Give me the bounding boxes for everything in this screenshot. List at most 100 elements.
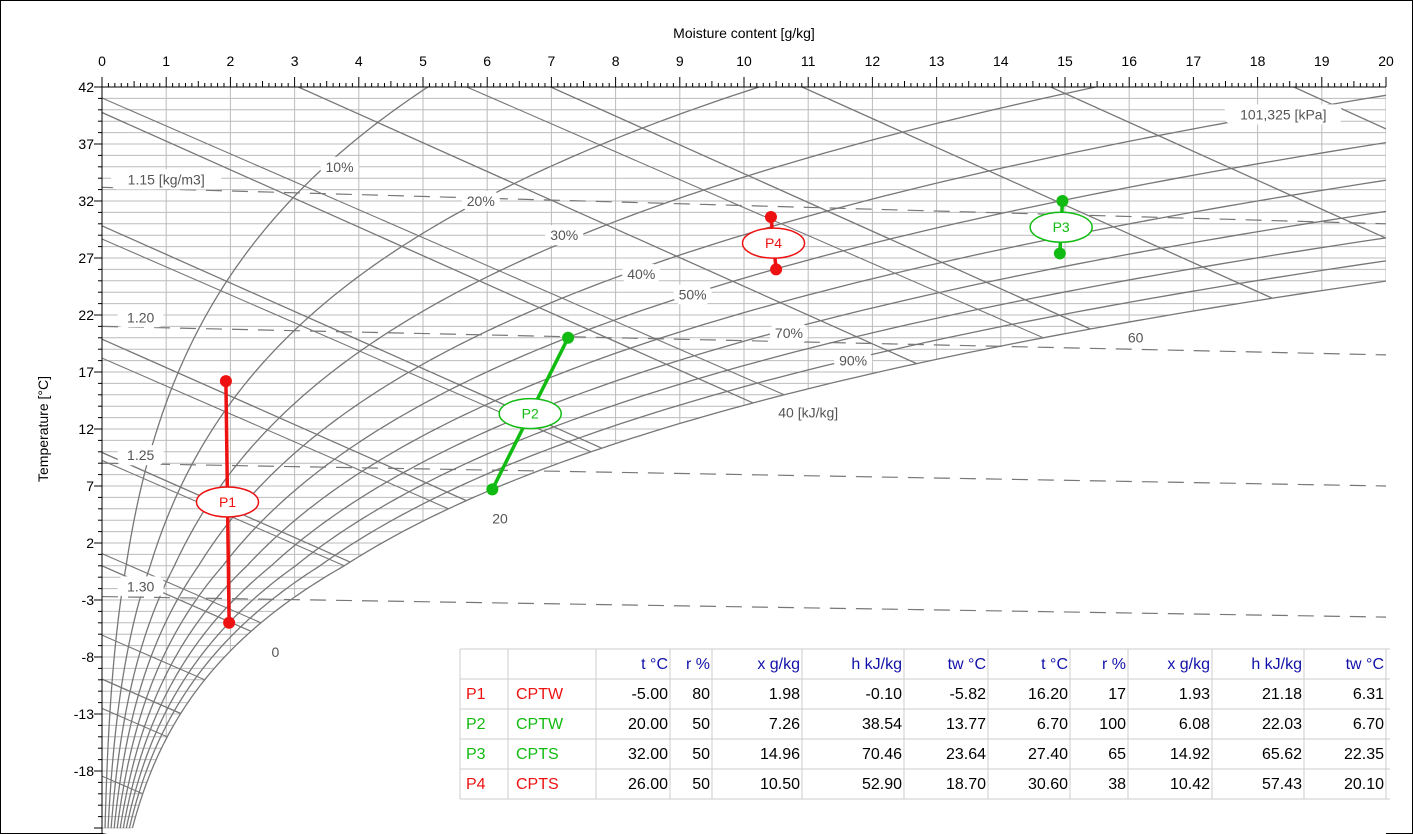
rh-label: 30% bbox=[550, 227, 578, 243]
enthalpy-line bbox=[102, 338, 467, 502]
x-tick-label: 20 bbox=[1378, 53, 1394, 69]
density-label-bg bbox=[117, 307, 164, 328]
table-cell: 1.98 bbox=[769, 686, 800, 703]
process-start-point[interactable] bbox=[562, 331, 575, 344]
data-table-bg bbox=[460, 647, 1390, 787]
x-tick-label: 0 bbox=[98, 53, 106, 69]
table-cell: 16.20 bbox=[1028, 686, 1068, 703]
table-cell: 23.64 bbox=[946, 746, 986, 763]
enthalpy-label: 40 [kJ/kg] bbox=[778, 405, 838, 421]
x-tick-label: 6 bbox=[483, 53, 491, 69]
process-marker[interactable] bbox=[498, 397, 562, 430]
table-row-name: P4 bbox=[466, 776, 486, 793]
table-cell: 20.00 bbox=[628, 716, 668, 733]
wetbulb-line bbox=[465, 87, 1044, 339]
rh-label-bg bbox=[622, 263, 661, 284]
rh-curve bbox=[125, 237, 1386, 829]
x-tick-label: 19 bbox=[1314, 53, 1330, 69]
wetbulb-line bbox=[102, 775, 143, 795]
process-marker[interactable] bbox=[1029, 211, 1093, 243]
wetbulb-line bbox=[102, 553, 262, 624]
x-tick-label: 14 bbox=[993, 53, 1009, 69]
table-header: h kJ/kg bbox=[851, 656, 902, 673]
process-end-point[interactable] bbox=[486, 483, 499, 496]
table-cell: 38 bbox=[1108, 776, 1126, 793]
density-line bbox=[102, 595, 1386, 618]
table-cell: 13.77 bbox=[946, 716, 986, 733]
table-cell: 27.40 bbox=[1028, 746, 1068, 763]
density-label: 1.15 [kg/m3] bbox=[128, 171, 205, 187]
wetbulb-line bbox=[102, 97, 785, 396]
table-cell: 52.90 bbox=[862, 776, 902, 793]
x-tick-label: 5 bbox=[419, 53, 427, 69]
wetbulb-line bbox=[102, 357, 449, 510]
rh-label: 50% bbox=[679, 286, 707, 302]
process-marker-label: P2 bbox=[522, 406, 539, 422]
table-header: tw °C bbox=[1346, 656, 1384, 673]
y-tick-label: 22 bbox=[78, 307, 94, 323]
enthalpy-line bbox=[102, 678, 181, 715]
table-cell: 20.10 bbox=[1344, 776, 1384, 793]
x-tick-label: 13 bbox=[929, 53, 945, 69]
table-row-name: P1 bbox=[466, 686, 486, 703]
table-cell: 18.70 bbox=[946, 776, 986, 793]
density-label: 1.25 bbox=[127, 447, 154, 463]
y-tick-label: -13 bbox=[74, 706, 94, 722]
x-tick-label: 10 bbox=[736, 53, 752, 69]
table-cell: 7.26 bbox=[769, 716, 800, 733]
rh-label-bg bbox=[320, 156, 359, 177]
rh-label: 90% bbox=[839, 353, 867, 369]
enthalpy-label: 60 bbox=[1128, 329, 1144, 345]
table-cell: 80 bbox=[692, 686, 710, 703]
process-marker[interactable] bbox=[195, 486, 260, 518]
process-start-point[interactable] bbox=[770, 263, 783, 276]
wetbulb-line bbox=[102, 707, 168, 738]
rh-curve bbox=[131, 280, 1386, 829]
process-start-point[interactable] bbox=[1056, 195, 1069, 207]
table-cell: 22.35 bbox=[1344, 746, 1384, 763]
x-tick-label: 18 bbox=[1250, 53, 1266, 69]
enthalpy-line bbox=[549, 87, 1091, 330]
rh-curve bbox=[110, 87, 1096, 829]
x-tick-label: 9 bbox=[676, 53, 684, 69]
y-tick-label: -3 bbox=[82, 592, 95, 608]
y-tick-label: -8 bbox=[82, 649, 95, 665]
rh-label-bg bbox=[461, 191, 500, 211]
table-cell: 6.08 bbox=[1179, 716, 1210, 733]
x-tick-label: 4 bbox=[355, 53, 363, 69]
enthalpy-line bbox=[800, 87, 1273, 299]
process-end-point[interactable] bbox=[1053, 247, 1066, 260]
y-tick-label: 17 bbox=[78, 364, 94, 380]
y-tick-label: 7 bbox=[86, 478, 94, 494]
table-row-mode: CPTW bbox=[516, 686, 564, 703]
process-start-point[interactable] bbox=[223, 616, 236, 629]
pressure-label: 101,325 [kPa] bbox=[1240, 106, 1326, 122]
x-tick-label: 16 bbox=[1121, 53, 1137, 69]
density-label-bg bbox=[111, 169, 222, 190]
process-end-point[interactable] bbox=[219, 375, 232, 388]
table-header: r % bbox=[1102, 656, 1126, 673]
table-cell: 10.50 bbox=[760, 776, 800, 793]
process-marker[interactable] bbox=[741, 227, 806, 259]
pressure-label-bg bbox=[1224, 104, 1343, 125]
y-tick-label: 32 bbox=[78, 193, 94, 209]
table-header: t °C bbox=[1041, 656, 1068, 673]
table-row-name: P2 bbox=[466, 716, 486, 733]
rh-label-bg bbox=[769, 323, 808, 344]
y-axis-title: Temperature [°C] bbox=[35, 376, 51, 482]
table-cell: 14.96 bbox=[760, 746, 800, 763]
table-cell: 6.31 bbox=[1353, 686, 1384, 703]
density-line bbox=[102, 186, 1386, 225]
density-label: 1.20 bbox=[127, 309, 154, 325]
y-tick-label: 37 bbox=[78, 136, 94, 152]
rh-curve bbox=[122, 210, 1386, 829]
table-cell: 50 bbox=[692, 716, 710, 733]
y-tick-label: 2 bbox=[86, 535, 94, 551]
enthalpy-line bbox=[102, 111, 754, 404]
enthalpy-label: 20 bbox=[492, 511, 508, 527]
rh-label-bg bbox=[673, 284, 712, 305]
process-marker-label: P3 bbox=[1053, 219, 1070, 235]
process-end-point[interactable] bbox=[764, 210, 777, 223]
table-row-mode: CPTS bbox=[516, 776, 559, 793]
